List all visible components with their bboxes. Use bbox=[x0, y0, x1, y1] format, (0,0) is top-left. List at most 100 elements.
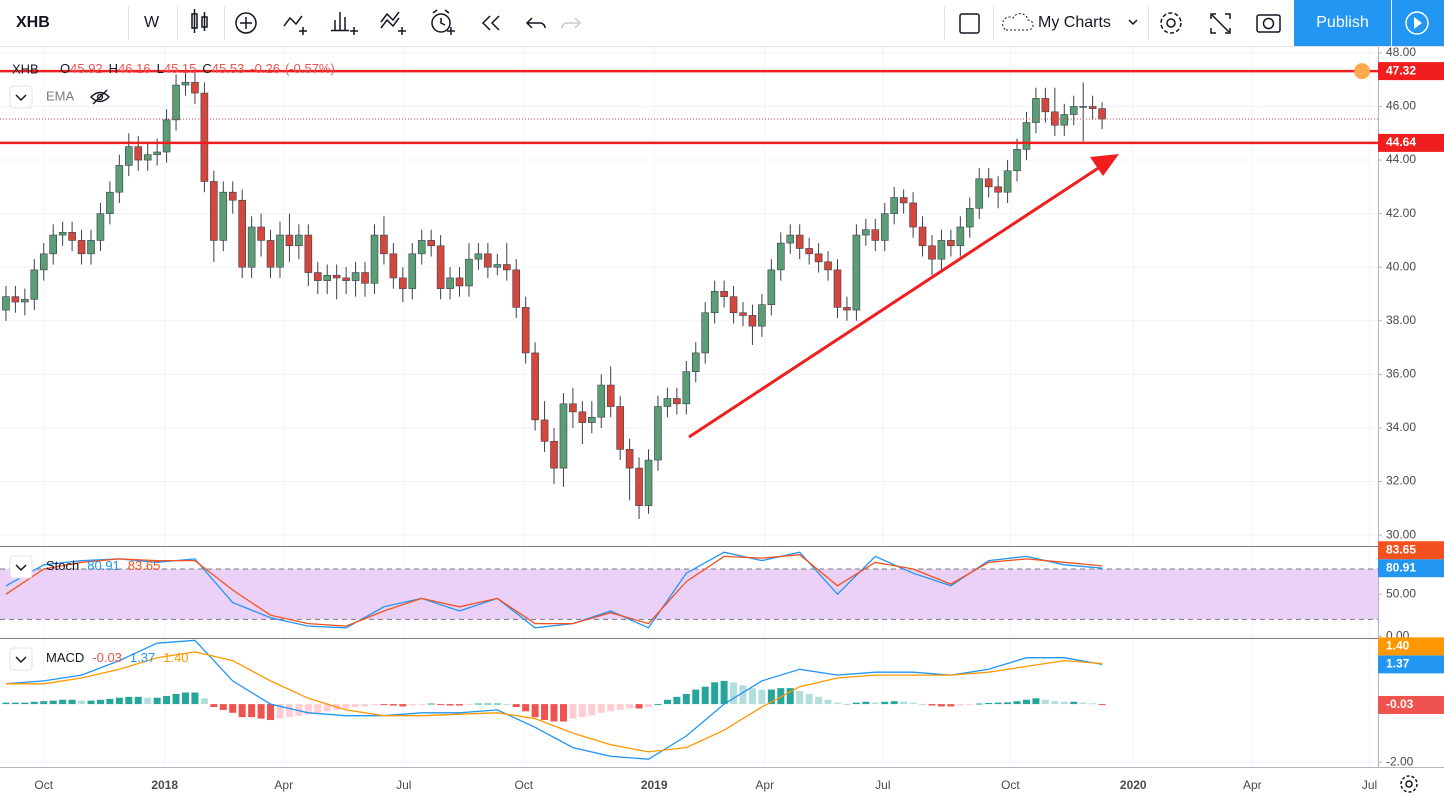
legend-value: 80.91 bbox=[87, 558, 120, 573]
histogram-bar bbox=[607, 704, 615, 712]
candle-body bbox=[1013, 149, 1021, 172]
histogram-bar bbox=[919, 704, 927, 706]
undo-button[interactable] bbox=[525, 17, 546, 29]
candle-body bbox=[852, 234, 861, 311]
histogram-bar bbox=[1032, 698, 1040, 705]
redo-button[interactable] bbox=[561, 17, 582, 29]
candle-body bbox=[380, 234, 388, 255]
histogram-bar bbox=[512, 704, 520, 707]
candle-body bbox=[2, 296, 10, 311]
histogram-bar bbox=[342, 704, 350, 709]
snapshot-button[interactable] bbox=[1256, 14, 1281, 33]
compare-button[interactable] bbox=[235, 12, 257, 34]
candle-body bbox=[890, 197, 898, 214]
financials-button[interactable] bbox=[331, 12, 358, 35]
trend-arrow-head[interactable] bbox=[1090, 154, 1119, 176]
interval-button[interactable]: W bbox=[144, 14, 160, 31]
x-tick-label: 2020 bbox=[1120, 778, 1147, 792]
alert-button[interactable] bbox=[431, 9, 455, 35]
stoch-line bbox=[5, 554, 1103, 627]
candle-body bbox=[247, 226, 256, 268]
histogram-bar bbox=[673, 696, 681, 705]
time-axis-settings[interactable] bbox=[1400, 775, 1418, 793]
y-tick-label: -2.00 bbox=[1386, 754, 1414, 768]
histogram-bar bbox=[711, 682, 719, 705]
histogram-bar bbox=[219, 704, 227, 710]
chart-type-button[interactable] bbox=[191, 9, 208, 33]
trend-arrow[interactable] bbox=[688, 163, 1104, 439]
indicator-name[interactable]: EMA bbox=[46, 88, 75, 103]
histogram-bar bbox=[597, 704, 605, 713]
histogram-bar bbox=[191, 692, 199, 705]
indicators-button[interactable] bbox=[283, 15, 307, 35]
ohlc-value: 45.53 bbox=[212, 61, 245, 76]
histogram-bar bbox=[1013, 701, 1021, 705]
play-icon bbox=[1405, 11, 1429, 35]
ohlc-value: 46.16 bbox=[118, 61, 151, 76]
replay-button[interactable] bbox=[481, 15, 500, 31]
x-tick-label: Apr bbox=[1243, 778, 1262, 792]
price-tag-label: 83.65 bbox=[1386, 542, 1416, 556]
candle-body bbox=[399, 277, 407, 289]
histogram-bar bbox=[352, 704, 360, 707]
templates-button[interactable] bbox=[380, 11, 406, 35]
candle-body bbox=[228, 191, 237, 201]
candle-body bbox=[550, 441, 558, 469]
symbol-search[interactable]: XHB bbox=[16, 14, 50, 31]
layout-name[interactable]: My Charts bbox=[1038, 14, 1111, 31]
histogram-bar bbox=[937, 704, 945, 707]
histogram-bar bbox=[730, 682, 738, 705]
candle-body bbox=[767, 269, 776, 306]
fullscreen-button[interactable] bbox=[1210, 13, 1231, 34]
fullscreen-layout-button[interactable] bbox=[959, 13, 980, 34]
legend-value: 1.37 bbox=[130, 650, 155, 665]
histogram-bar bbox=[238, 704, 246, 718]
candle-body bbox=[436, 245, 445, 289]
candle-body bbox=[805, 248, 813, 255]
cloud-icon bbox=[1002, 13, 1034, 31]
histogram-bar bbox=[106, 698, 114, 705]
publish-label[interactable]: Publish bbox=[1316, 14, 1368, 31]
macd-line bbox=[5, 639, 1103, 760]
candle-body bbox=[11, 296, 20, 303]
y-tick-label: 46.00 bbox=[1386, 99, 1416, 113]
candle-body bbox=[994, 186, 1002, 193]
settings-button[interactable] bbox=[1160, 12, 1182, 34]
publish-button[interactable] bbox=[1294, 0, 1391, 46]
x-tick-label: Oct bbox=[514, 778, 533, 792]
y-tick-label: 32.00 bbox=[1386, 474, 1416, 488]
legend-toggle-arrow bbox=[15, 656, 27, 664]
candle-body bbox=[758, 304, 766, 327]
ohlc-label: H bbox=[109, 61, 118, 76]
histogram-bar bbox=[928, 704, 936, 706]
histogram-bar bbox=[843, 704, 851, 706]
candle-body bbox=[304, 234, 313, 273]
histogram-bar bbox=[824, 699, 832, 705]
histogram-bar bbox=[1098, 704, 1106, 706]
candle-body bbox=[606, 384, 615, 407]
candle-body bbox=[663, 398, 672, 407]
candle-body bbox=[843, 307, 851, 311]
y-tick-label: 40.00 bbox=[1386, 259, 1416, 273]
legend-toggle[interactable] bbox=[9, 647, 33, 671]
histogram-bar bbox=[645, 704, 653, 707]
macd-legend-text: MACD -0.03 1.37 1.40 bbox=[46, 650, 189, 665]
candle-body bbox=[465, 258, 473, 287]
histogram-bar bbox=[465, 704, 473, 706]
candle-body bbox=[446, 277, 454, 289]
histogram-bar bbox=[1004, 702, 1012, 705]
histogram-bar bbox=[531, 704, 539, 718]
histogram-bar bbox=[163, 695, 171, 705]
legend-toggle[interactable] bbox=[9, 85, 33, 109]
legend-toggle[interactable] bbox=[9, 555, 33, 579]
histogram-bar bbox=[909, 702, 917, 705]
histogram-bar bbox=[720, 680, 728, 705]
layout-menu-arrow[interactable] bbox=[1128, 19, 1138, 26]
candle-body bbox=[77, 240, 86, 255]
histogram-bar bbox=[427, 703, 435, 705]
histogram-bar bbox=[947, 704, 955, 707]
candle-body bbox=[21, 299, 29, 303]
candle-body bbox=[266, 240, 275, 268]
hidden-eye-icon[interactable] bbox=[90, 89, 110, 105]
candle-body bbox=[191, 82, 199, 94]
